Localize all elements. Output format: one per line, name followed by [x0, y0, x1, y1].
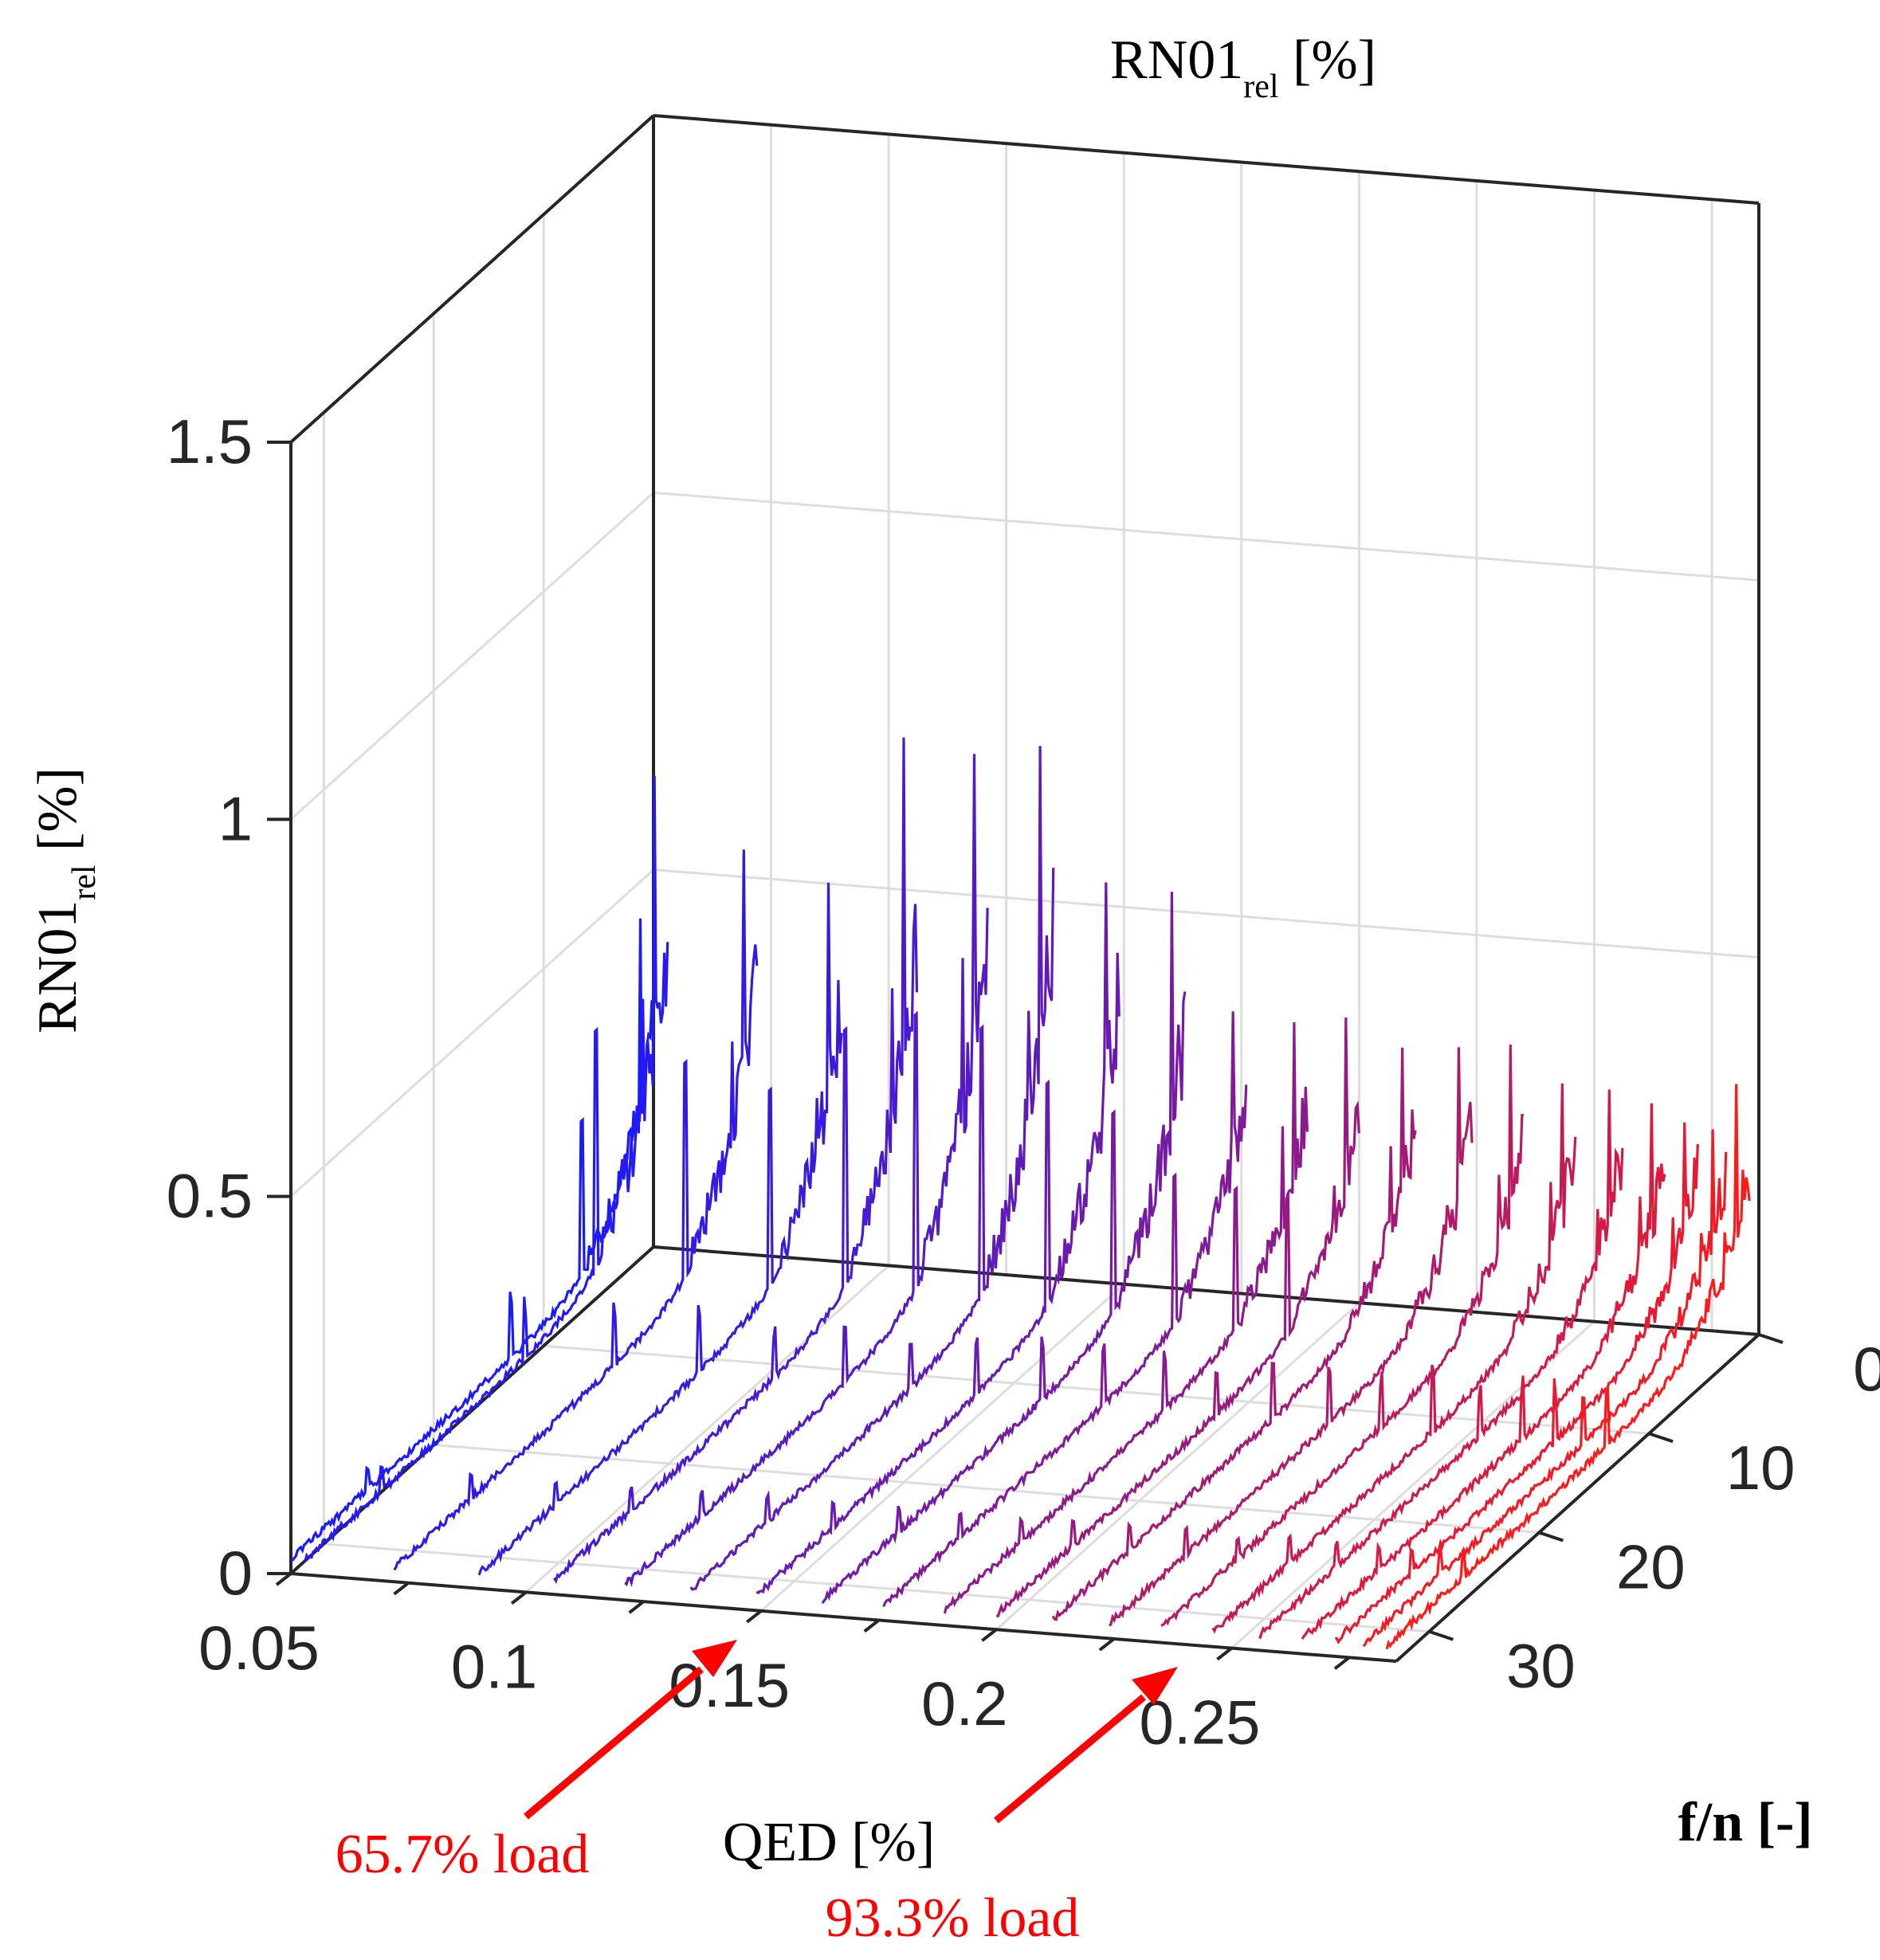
annotation-933-label: 93.3% load: [826, 1887, 1080, 1949]
x-tick-mark: [510, 1590, 528, 1605]
series-line-21: [1385, 1084, 1751, 1650]
annotation-657-arrow-shaft: [524, 1666, 704, 1820]
y-tick-mark: [1758, 1333, 1784, 1344]
annotation-657-arrow-head: [692, 1640, 737, 1677]
y-tick-label: 10: [1726, 1433, 1796, 1503]
series-layer: [290, 737, 1751, 1650]
x-tick-label: 0.2: [921, 1668, 1007, 1739]
y-tick-label: 20: [1616, 1531, 1686, 1601]
series-line-9: [821, 892, 1187, 1605]
x-tick-label: 0.1: [451, 1631, 537, 1701]
series-line-19: [1335, 1122, 1699, 1644]
y-tick-mark: [1428, 1629, 1454, 1641]
annotation-657: 65.7% load: [336, 1640, 737, 1885]
series-line-15: [1160, 1044, 1524, 1627]
box-edge-top-left: [289, 114, 655, 444]
box-edge-floor-back: [653, 1245, 1760, 1336]
series-line-13: [1051, 1047, 1417, 1621]
box-edge-top-back: [653, 114, 1760, 205]
annotation-933-arrow-shaft: [994, 1694, 1146, 1824]
grid-line-floor-x: [525, 1264, 890, 1593]
series-line-2: [304, 775, 669, 1562]
grid-line-floor-x: [995, 1302, 1360, 1631]
z-tick-label: 0: [218, 1538, 253, 1608]
series-line-5: [553, 737, 919, 1585]
series-line-18: [1301, 1103, 1666, 1640]
series-line-7: [689, 746, 1055, 1591]
x-tick-label: 0.15: [669, 1650, 790, 1720]
series-line-4: [477, 882, 843, 1576]
tick-layer: 0 0.5 1 1.5 0.05 0.1 0.15 0.2 0.25 0 10 20 30: [167, 406, 1880, 1758]
series-line-17: [1258, 1089, 1624, 1640]
grid-line-back-z: [653, 491, 1760, 582]
series-line-14: [1108, 1047, 1474, 1627]
x-tick-mark: [1216, 1647, 1233, 1661]
x-tick-mark: [393, 1582, 410, 1596]
grid-line-side-z: [289, 868, 655, 1198]
y-tick-label: 30: [1506, 1631, 1576, 1701]
zlabel-sub: rel: [66, 864, 103, 900]
x-axis-label: QED [%]: [723, 1812, 935, 1873]
grid-line-floor-y: [434, 1443, 1540, 1534]
axes-box: [289, 114, 1760, 1663]
series-line-12: [996, 1017, 1360, 1617]
grid-line-floor-x: [760, 1283, 1125, 1612]
x-tick-mark: [1098, 1637, 1116, 1652]
box-edge-floor-left: [289, 1245, 655, 1575]
chart-title: RN01rel [%]: [1110, 29, 1376, 105]
x-tick-mark: [745, 1609, 763, 1624]
series-line-8: [756, 882, 1121, 1595]
annotation-657-label: 65.7% load: [336, 1824, 590, 1885]
grid-line-floor-y: [324, 1543, 1430, 1633]
x-tick-mark: [1333, 1656, 1351, 1670]
title-unit: [%]: [1279, 29, 1376, 91]
x-tick-mark: [981, 1628, 998, 1642]
annotation-933: 93.3% load: [826, 1667, 1178, 1949]
series-line-11: [943, 1022, 1309, 1614]
zlabel-unit: [%]: [27, 767, 88, 864]
y-axis-label: f/n [-]: [1678, 1792, 1812, 1853]
box-edge-floor-front: [290, 1572, 1397, 1663]
z-tick-label: 1: [218, 783, 253, 853]
z-axis-label: RN01rel [%]: [27, 767, 103, 1033]
x-tick-mark: [863, 1618, 880, 1633]
x-tick-label: 0.05: [198, 1613, 320, 1683]
grid-line-side-z: [289, 492, 655, 821]
series-line-16: [1211, 1083, 1577, 1634]
title-main: RN01: [1110, 29, 1243, 91]
series-line-3: [393, 849, 759, 1571]
series-line-6: [624, 754, 989, 1588]
series-line-10: [882, 1011, 1248, 1608]
z-tick-label: 0.5: [167, 1161, 253, 1231]
grid-line-floor-y: [544, 1344, 1650, 1435]
y-tick-label: 0: [1853, 1334, 1880, 1404]
z-tick-label: 1.5: [167, 406, 253, 476]
box-edge-floor-right: [1395, 1333, 1760, 1663]
title-sub: rel: [1243, 69, 1278, 105]
x-tick-label: 0.25: [1140, 1688, 1261, 1758]
zlabel-main: RN01: [27, 900, 88, 1033]
x-tick-mark: [628, 1600, 645, 1614]
grid-line-back-z: [653, 868, 1760, 959]
series-line-20: [1362, 1129, 1728, 1648]
x-tick-mark: [275, 1572, 292, 1586]
y-tick-mark: [1648, 1432, 1674, 1444]
annotation-933-arrow-head: [1132, 1667, 1178, 1705]
y-tick-mark: [1538, 1531, 1564, 1543]
